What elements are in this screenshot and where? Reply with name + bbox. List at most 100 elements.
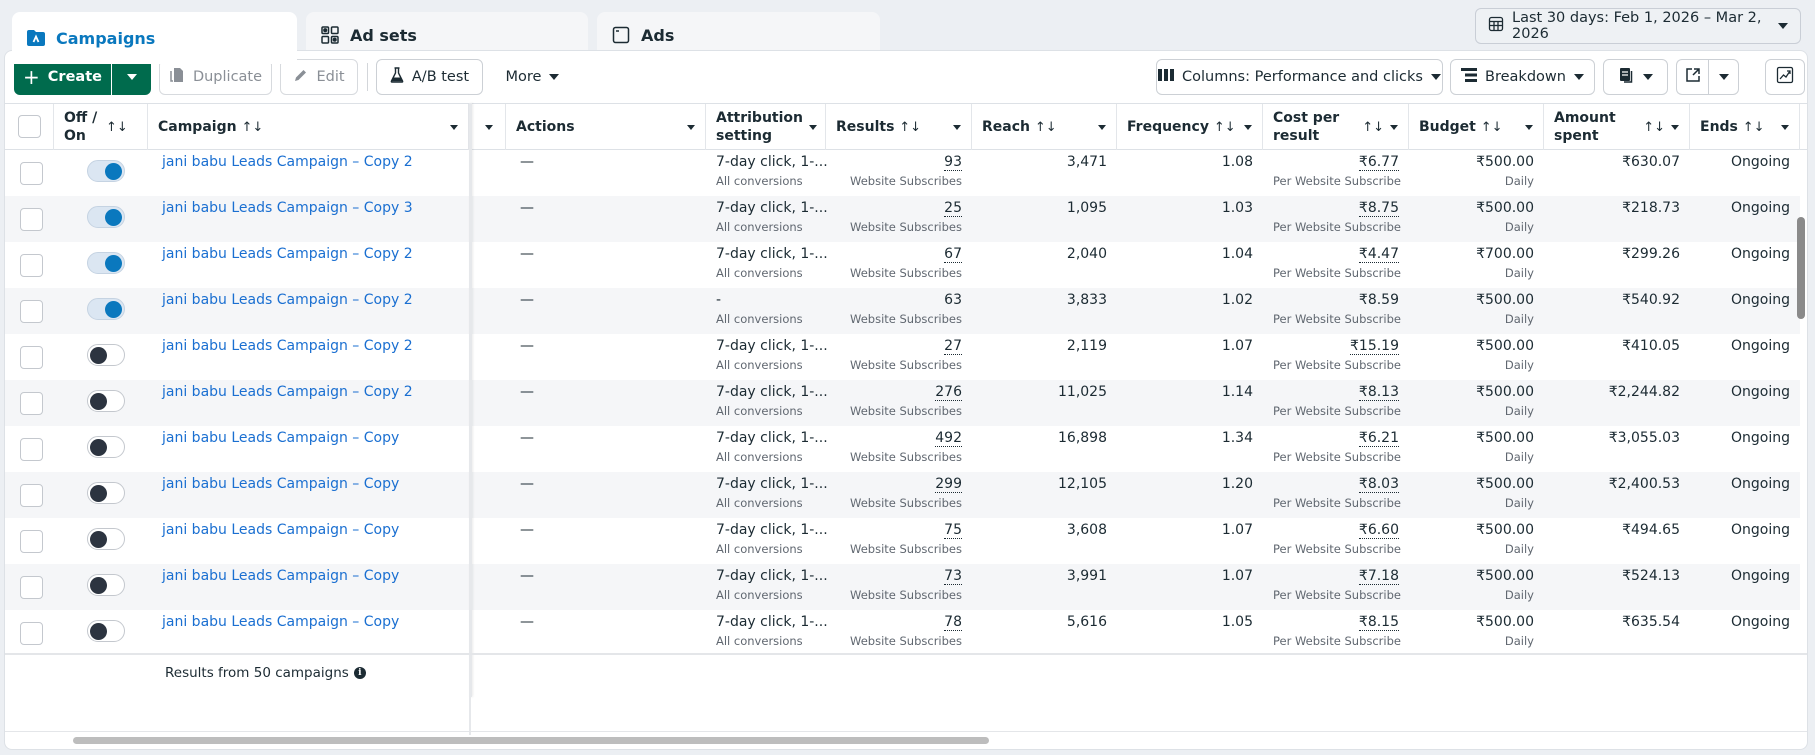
header-results[interactable]: Results ↑↓ [826,104,972,150]
cost-per-result-value[interactable]: ₹15.19 [1350,338,1399,355]
tab-campaigns[interactable]: Campaigns [12,12,297,64]
header-actions[interactable]: Actions [506,104,706,150]
cost-per-result-value[interactable]: ₹8.75 [1358,200,1399,217]
campaign-toggle[interactable] [87,344,125,366]
campaign-toggle[interactable] [87,620,125,642]
ab-test-button[interactable]: A/B test [376,59,483,95]
header-reach[interactable]: Reach ↑↓ [972,104,1117,150]
results-value[interactable]: 25 [944,200,962,217]
more-button[interactable]: More [495,59,570,95]
row-checkbox[interactable] [20,208,43,231]
campaign-name-link[interactable]: jani babu Leads Campaign – Copy 3 [162,200,413,216]
info-icon[interactable]: i [353,667,366,679]
table-row[interactable]: jani babu Leads Campaign – Copy — 7-day cl… [5,518,1800,564]
row-checkbox[interactable] [20,530,43,553]
results-value[interactable]: 93 [944,154,962,171]
row-checkbox[interactable] [20,346,43,369]
table-row[interactable]: jani babu Leads Campaign – Copy — 7-day cl… [5,426,1800,472]
vertical-scrollbar[interactable] [1797,217,1805,319]
row-checkbox[interactable] [20,622,43,645]
row-checkbox[interactable] [20,162,43,185]
results-value[interactable]: 27 [944,338,962,355]
sort-icon[interactable]: ↑↓ [1643,119,1665,135]
campaign-name-link[interactable]: jani babu Leads Campaign – Copy [162,614,400,630]
campaign-toggle[interactable] [87,298,125,320]
horizontal-scrollbar[interactable] [73,737,989,744]
header-cost-per-result[interactable]: Cost per result ↑↓ [1263,104,1409,150]
results-value[interactable]: 67 [944,246,962,263]
campaign-name-link[interactable]: jani babu Leads Campaign – Copy 2 [162,384,413,400]
table-row[interactable]: jani babu Leads Campaign – Copy — 7-day cl… [5,472,1800,518]
campaign-name-link[interactable]: jani babu Leads Campaign – Copy 2 [162,154,413,170]
chevron-down-icon[interactable] [1098,124,1106,130]
columns-button[interactable]: Columns: Performance and clicks [1156,59,1443,95]
campaign-toggle[interactable] [87,436,125,458]
table-row[interactable]: jani babu Leads Campaign – Copy 3 — 7-day … [5,196,1800,242]
cost-per-result-value[interactable]: ₹4.47 [1358,246,1399,263]
header-attribution[interactable]: Attribution setting [706,104,826,150]
header-ends[interactable]: Ends ↑↓ [1690,104,1800,150]
charts-toggle-button[interactable] [1765,59,1805,95]
date-range-picker[interactable]: Last 30 days: Feb 1, 2026 – Mar 2, 2026 [1475,8,1801,44]
campaign-name-link[interactable]: jani babu Leads Campaign – Copy 2 [162,292,413,308]
select-all-checkbox[interactable] [18,115,41,138]
table-row[interactable]: jani babu Leads Campaign – Copy 2 — 7-day … [5,242,1800,288]
export-button[interactable] [1676,59,1709,95]
chevron-down-icon[interactable] [484,124,493,130]
breakdown-button[interactable]: Breakdown [1450,59,1595,95]
table-row[interactable]: jani babu Leads Campaign – Copy — 7-day cl… [5,610,1800,656]
campaign-toggle[interactable] [87,160,125,182]
table-row[interactable]: jani babu Leads Campaign – Copy 2 — - All c… [5,288,1800,334]
header-off-on[interactable]: Off / On ↑↓ [54,104,148,150]
sort-icon[interactable]: ↑↓ [1362,119,1384,135]
reports-button[interactable] [1603,59,1668,95]
row-checkbox[interactable] [20,300,43,323]
chevron-down-icon[interactable] [1244,124,1252,130]
chevron-down-icon[interactable] [1671,124,1679,130]
campaign-toggle[interactable] [87,482,125,504]
edit-button[interactable]: Edit [280,59,358,95]
campaign-name-link[interactable]: jani babu Leads Campaign – Copy [162,476,400,492]
create-dropdown-button[interactable] [111,59,151,95]
chevron-down-icon[interactable] [1781,124,1789,130]
cost-per-result-value[interactable]: ₹8.15 [1358,614,1399,631]
sort-icon[interactable]: ↑↓ [106,119,128,135]
row-checkbox[interactable] [20,392,43,415]
chevron-down-icon[interactable] [809,124,817,130]
results-value[interactable]: 276 [935,384,962,401]
results-value[interactable]: 492 [935,430,962,447]
chevron-down-icon[interactable] [687,124,695,130]
header-amount-spent[interactable]: Amount spent ↑↓ [1544,104,1690,150]
row-checkbox[interactable] [20,254,43,277]
results-value[interactable]: 78 [944,614,962,631]
table-row[interactable]: jani babu Leads Campaign – Copy 2 — 7-day … [5,150,1800,196]
header-frequency[interactable]: Frequency ↑↓ [1117,104,1263,150]
campaign-name-link[interactable]: jani babu Leads Campaign – Copy [162,522,400,538]
campaign-name-link[interactable]: jani babu Leads Campaign – Copy [162,430,400,446]
row-checkbox[interactable] [20,576,43,599]
table-row[interactable]: jani babu Leads Campaign – Copy 2 — 7-day … [5,380,1800,426]
campaign-name-link[interactable]: jani babu Leads Campaign – Copy [162,568,400,584]
chevron-down-icon[interactable] [450,124,458,130]
header-budget[interactable]: Budget ↑↓ [1409,104,1544,150]
duplicate-button[interactable]: Duplicate [159,59,272,95]
row-checkbox[interactable] [20,484,43,507]
campaign-toggle[interactable] [87,206,125,228]
chevron-down-icon[interactable] [1390,124,1398,130]
table-row[interactable]: jani babu Leads Campaign – Copy — 7-day cl… [5,564,1800,610]
campaign-name-link[interactable]: jani babu Leads Campaign – Copy 2 [162,246,413,262]
campaign-toggle[interactable] [87,574,125,596]
row-checkbox[interactable] [20,438,43,461]
campaign-name-link[interactable]: jani babu Leads Campaign – Copy 2 [162,338,413,354]
campaign-toggle[interactable] [87,252,125,274]
cost-per-result-value[interactable]: ₹6.21 [1358,430,1399,447]
chevron-down-icon[interactable] [953,124,961,130]
cost-per-result-value[interactable]: ₹8.03 [1358,476,1399,493]
export-dropdown-button[interactable] [1708,59,1739,95]
results-value[interactable]: 75 [944,522,962,539]
campaign-toggle[interactable] [87,390,125,412]
cost-per-result-value[interactable]: ₹7.18 [1358,568,1399,585]
header-blank[interactable] [472,104,506,150]
cost-per-result-value[interactable]: ₹6.60 [1358,522,1399,539]
results-value[interactable]: 73 [944,568,962,585]
